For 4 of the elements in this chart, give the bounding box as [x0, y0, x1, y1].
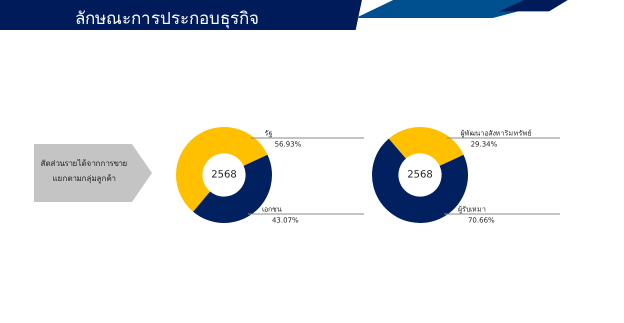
text: 2568: [211, 170, 237, 181]
text: สัดส่วนรายได้จากการขาย แยกตามกลุ่มลูกค้า: [40, 158, 128, 186]
chart-title: ลักษณะการประกอบธุรกิจ: [75, 8, 259, 31]
text: 2568: [407, 170, 433, 181]
